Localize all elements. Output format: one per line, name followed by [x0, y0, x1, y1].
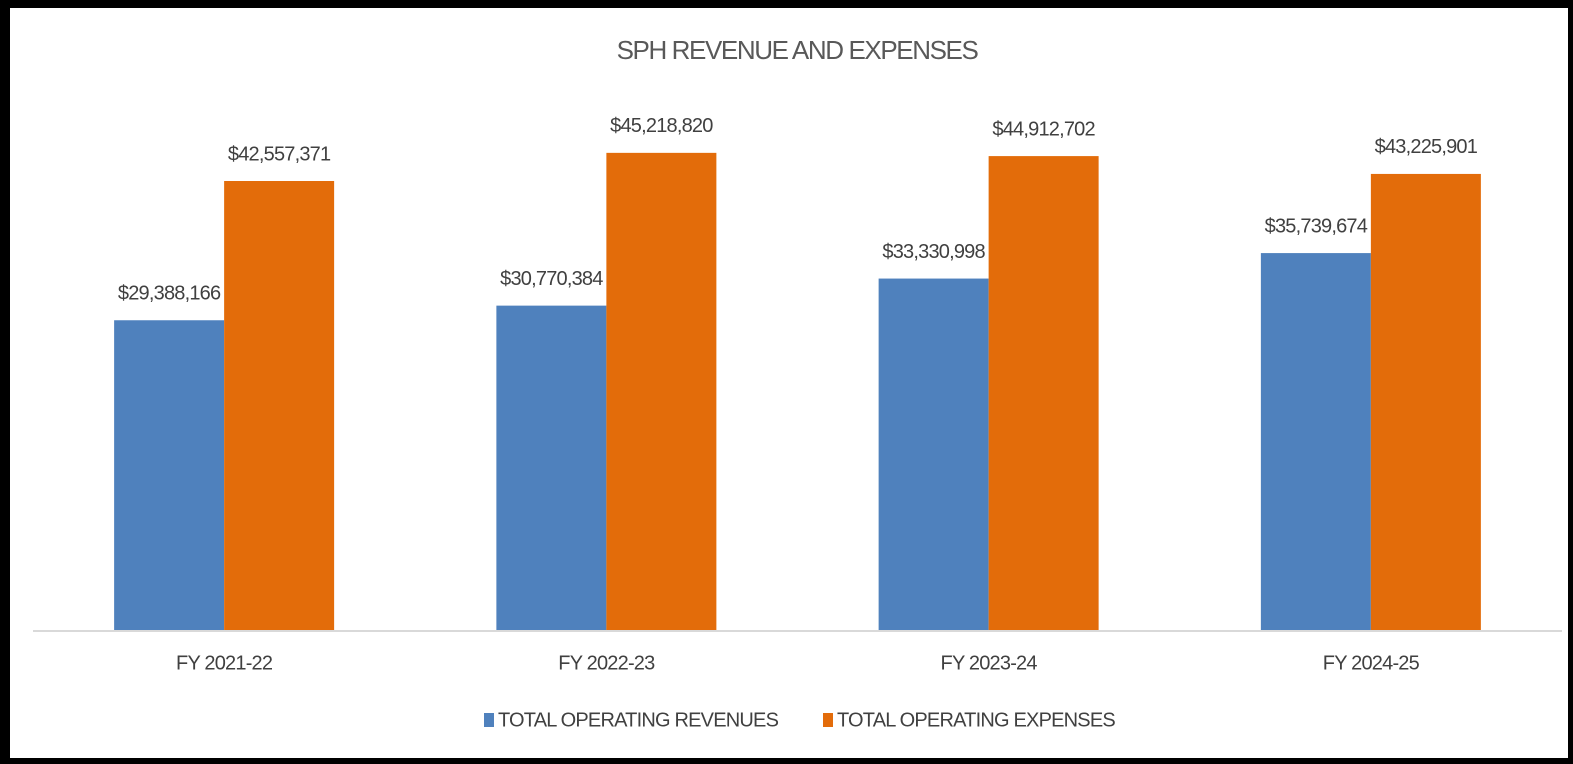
data-label: $35,739,674	[1265, 215, 1368, 237]
x-tick-label: FY 2024-25	[1323, 652, 1420, 674]
data-label: $44,912,702	[992, 118, 1095, 140]
data-label: $42,557,371	[228, 143, 331, 165]
data-label: $43,225,901	[1375, 136, 1478, 158]
bar	[606, 152, 717, 631]
bar	[224, 180, 335, 631]
data-label: $30,770,384	[500, 268, 603, 290]
bar	[114, 320, 225, 631]
bar	[878, 278, 989, 631]
x-tick-label: FY 2021-22	[176, 652, 273, 674]
legend-swatch	[484, 713, 494, 727]
data-label: $29,388,166	[118, 283, 221, 305]
legend-swatch	[823, 713, 833, 727]
legend-label: TOTAL OPERATING REVENUES	[498, 709, 779, 731]
chart-title: SPH REVENUE AND EXPENSES	[617, 35, 979, 65]
x-tick-label: FY 2023-24	[941, 652, 1038, 674]
legend-label: TOTAL OPERATING EXPENSES	[837, 709, 1115, 731]
bar	[496, 305, 607, 631]
data-label: $33,330,998	[882, 241, 985, 263]
bar	[1260, 253, 1371, 631]
data-label: $45,218,820	[610, 115, 713, 137]
bar	[988, 156, 1099, 632]
bar	[1370, 173, 1481, 631]
x-tick-label: FY 2022-23	[558, 652, 655, 674]
